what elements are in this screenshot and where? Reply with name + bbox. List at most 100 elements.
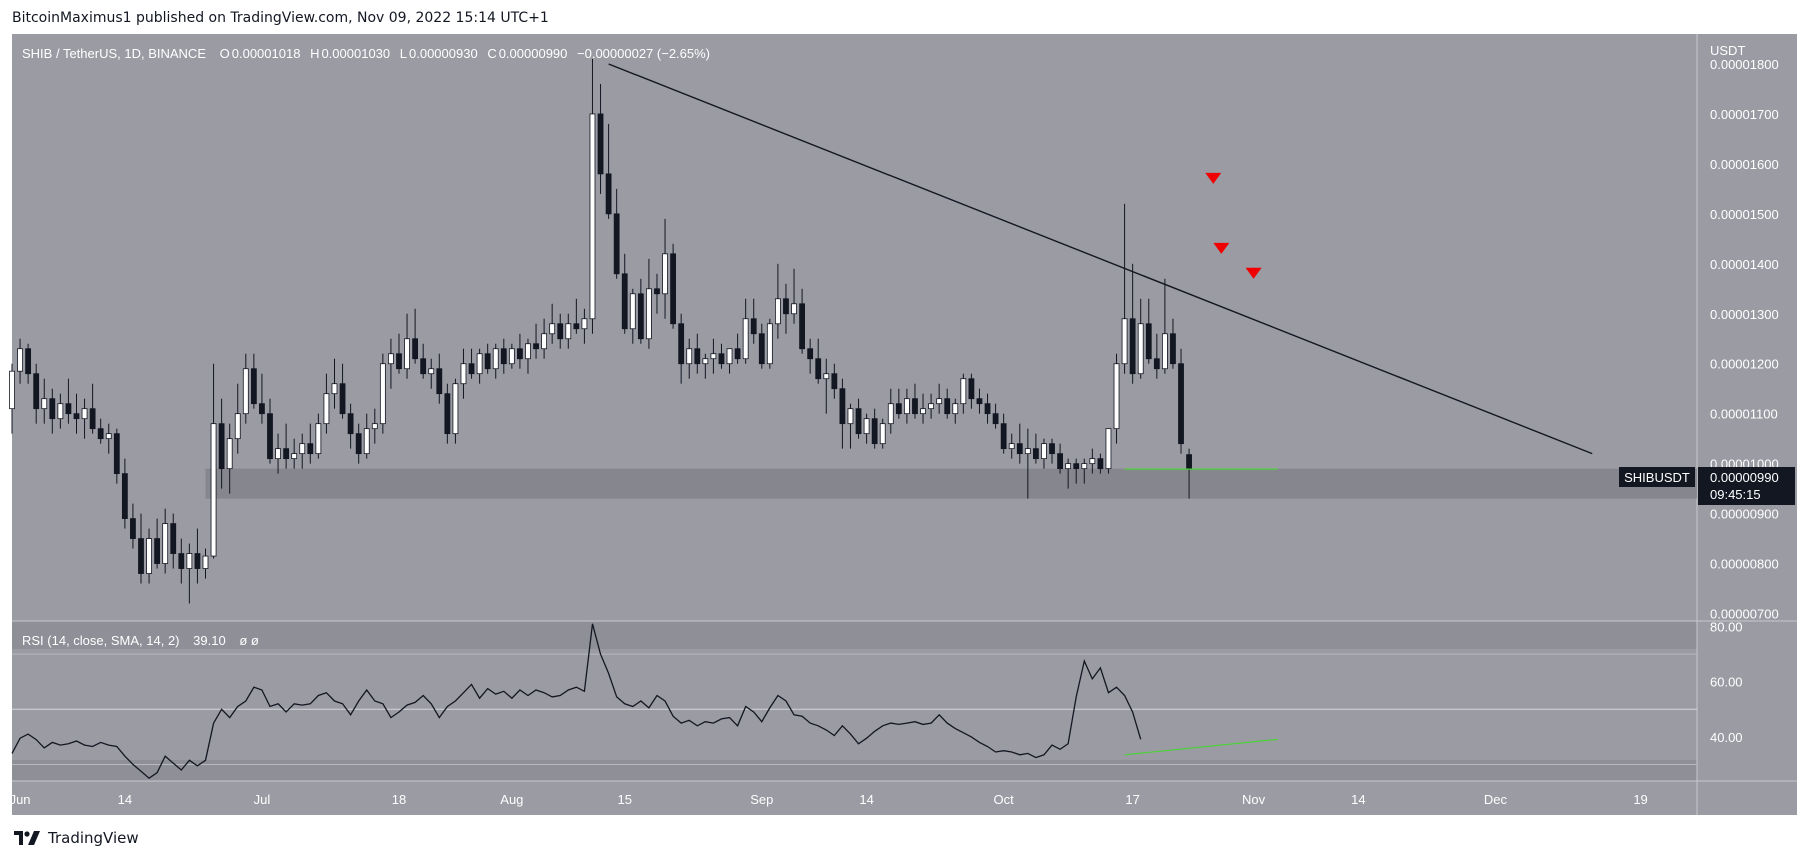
candle-body [920, 408, 926, 415]
candle-body [1170, 333, 1176, 365]
price-tick-label: 0.00001800 [1710, 57, 1779, 72]
candle-body [234, 413, 241, 440]
candle-body [807, 348, 814, 360]
candle-body [597, 113, 604, 175]
candle-body [65, 403, 72, 415]
candle-body [162, 523, 169, 564]
candle-body [25, 348, 32, 375]
price-pane-background[interactable] [12, 34, 1697, 621]
candle-body [702, 358, 709, 365]
candle-body [33, 373, 40, 410]
candle-body [766, 323, 773, 365]
candle-body [388, 353, 394, 365]
candle-body [259, 403, 265, 415]
candle-body [1129, 318, 1136, 375]
axis-currency: USDT [1710, 43, 1745, 58]
candle-body [936, 398, 943, 405]
candle-body [97, 428, 104, 440]
candle-body [307, 443, 314, 455]
candle-body [492, 348, 499, 370]
ohlc-o-label: O [220, 46, 230, 61]
candle-body [791, 303, 797, 315]
price-label-countdown[interactable]: 09:45:15 [1710, 487, 1761, 502]
candlesticks [9, 58, 1192, 604]
candle-body [49, 398, 56, 420]
candle-body [1041, 443, 1047, 460]
candle-body [250, 368, 257, 405]
candle-body [1008, 443, 1015, 450]
candle-body [976, 398, 983, 405]
candle-body [154, 538, 161, 564]
right-axis-background[interactable] [1697, 34, 1797, 781]
price-tick-label: 0.00001100 [1710, 407, 1778, 422]
candle-body [73, 413, 80, 420]
candle-body [775, 298, 781, 325]
time-tick-label: 15 [617, 792, 631, 807]
candle-body [267, 413, 273, 460]
candle-body [57, 403, 64, 420]
candle-body [823, 373, 830, 380]
rsi-extra: ø ø [239, 633, 259, 648]
price-label-value[interactable]: 0.00000990 [1710, 470, 1779, 485]
candle-body [694, 348, 701, 365]
rsi-divergence-line[interactable] [1124, 738, 1278, 756]
time-tick-label: 14 [859, 792, 873, 807]
tradingview-logo-icon [14, 831, 40, 845]
candle-body [452, 383, 459, 435]
candle-body [984, 403, 991, 415]
candle-body [428, 368, 435, 375]
rsi-tick-label: 40.00 [1710, 730, 1743, 745]
candle-body [242, 368, 249, 415]
candle-body [863, 418, 870, 435]
candle-body [589, 113, 596, 320]
candle-body [581, 318, 588, 330]
ohlc-open: 0.00001018 [232, 46, 301, 61]
candle-body [444, 393, 451, 435]
chart-title: SHIB / TetherUS, 1D, BINANCE [22, 46, 206, 61]
tradingview-logo[interactable]: TradingView [14, 829, 139, 847]
candle-body [178, 553, 185, 569]
time-tick-label: Nov [1242, 792, 1266, 807]
candle-body [783, 298, 789, 315]
candle-body [525, 343, 531, 360]
candle-body [879, 423, 886, 445]
candle-body [404, 338, 410, 370]
candle-body [420, 358, 427, 375]
candle-body [412, 338, 419, 360]
time-tick-label: 14 [118, 792, 132, 807]
price-label-symbol-bg[interactable] [1619, 467, 1695, 487]
candle-body [944, 398, 951, 415]
bearish-marker-icon [1245, 267, 1262, 279]
candle-body [1097, 458, 1104, 470]
time-axis-background[interactable] [12, 781, 1797, 815]
candle-body [1186, 454, 1192, 470]
candle-body [1000, 423, 1007, 450]
candle-body [1049, 443, 1055, 455]
candle-body [1145, 323, 1152, 360]
candle-body [629, 293, 636, 330]
candle-body [565, 323, 572, 340]
candle-body [331, 383, 338, 395]
price-tick-label: 0.00001400 [1710, 257, 1779, 272]
ohlc-h-label: H [310, 46, 319, 61]
candle-body [670, 253, 676, 325]
ohlc-high: 0.00001030 [321, 46, 390, 61]
time-tick-label: Jul [254, 792, 271, 807]
candle-body [541, 333, 548, 350]
candle-body [81, 408, 88, 420]
descending-trendline[interactable] [608, 63, 1593, 455]
candle-body [371, 423, 378, 430]
candle-body [1105, 428, 1112, 470]
price-tick-label: 0.00001700 [1710, 107, 1779, 122]
candle-body [686, 348, 693, 365]
candle-body [194, 553, 201, 569]
price-label-symbol[interactable]: SHIBUSDT [1624, 470, 1690, 485]
candle-body [89, 408, 96, 430]
candle-body [121, 473, 128, 519]
price-tick-label: 0.00001200 [1710, 357, 1779, 372]
candle-body [968, 378, 975, 400]
candle-body [138, 538, 144, 574]
rsi-tick-label: 80.00 [1710, 620, 1743, 635]
price-label-bg[interactable] [1698, 467, 1795, 505]
